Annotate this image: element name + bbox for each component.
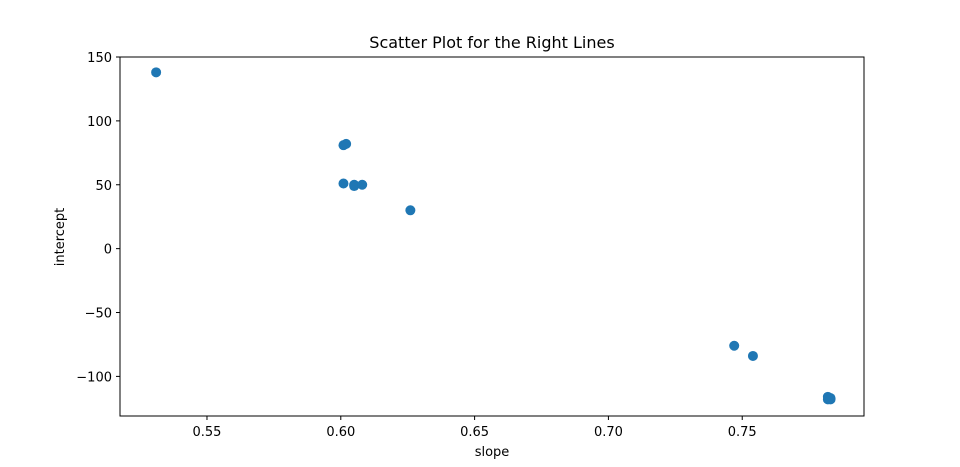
x-tick-label: 0.75 xyxy=(728,425,757,440)
data-point xyxy=(349,181,360,192)
chart-title: Scatter Plot for the Right Lines xyxy=(369,33,614,52)
data-point xyxy=(357,179,368,190)
x-tick-label: 0.55 xyxy=(193,425,222,440)
data-point xyxy=(729,340,740,351)
x-tick-label: 0.70 xyxy=(594,425,623,440)
x-tick-label: 0.60 xyxy=(326,425,355,440)
data-point xyxy=(341,138,352,149)
data-point xyxy=(825,394,836,405)
plot-area: 0.55 0.60 0.65 0.70 0.75 150 100 50 0 −50 −100 xyxy=(76,51,865,440)
y-tick-label: 150 xyxy=(87,51,112,66)
x-axis-label: slope xyxy=(475,445,510,460)
x-tick-label: 0.65 xyxy=(460,425,489,440)
y-axis-label: intercept xyxy=(53,208,68,267)
y-tick-label: 100 xyxy=(87,115,112,130)
data-point xyxy=(151,67,162,78)
y-tick-label: 50 xyxy=(95,179,112,194)
data-point xyxy=(747,350,758,361)
plot-frame xyxy=(119,56,865,417)
y-tick-label: −50 xyxy=(85,307,112,322)
y-tick-label: 0 xyxy=(104,243,112,258)
data-point xyxy=(338,178,349,189)
data-point xyxy=(405,205,416,216)
y-tick-label: −100 xyxy=(76,370,112,385)
